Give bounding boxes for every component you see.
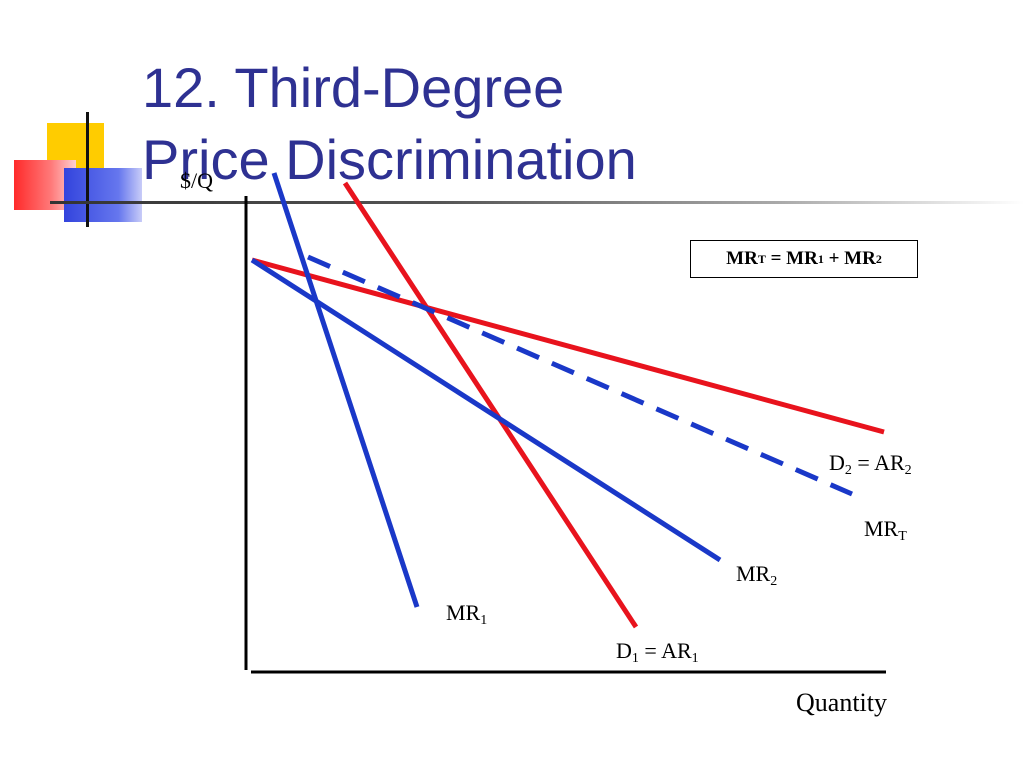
d2-ar2-label: D2 = AR2 (829, 450, 912, 478)
decorative-vertical-rule (86, 112, 89, 227)
mr1-line (271, 172, 420, 608)
mrt-label: MRT (864, 516, 907, 544)
mr1-label: MR1 (446, 600, 488, 628)
mrt-dashed-line (307, 254, 853, 497)
mr2-line (250, 257, 722, 563)
mr2-label: MR2 (736, 561, 778, 589)
x-axis-label: Quantity (796, 688, 887, 717)
decorative-blue-square (64, 168, 142, 222)
d1-ar1-label: D1 = AR1 (616, 638, 699, 666)
decorative-horizontal-rule (50, 201, 1024, 204)
slide-title-line-2: Price Discrimination (142, 128, 637, 191)
slide-title-line-1: 12. Third-Degree (142, 56, 565, 119)
slide-title: 12. Third-Degree Price Discrimination (142, 52, 637, 196)
d1-demand-line (342, 181, 639, 629)
y-axis-label: $/Q (180, 168, 213, 193)
mrt-formula-box: MR T = MR 1 + MR 2 (690, 240, 918, 278)
d2-demand-line (251, 257, 885, 435)
